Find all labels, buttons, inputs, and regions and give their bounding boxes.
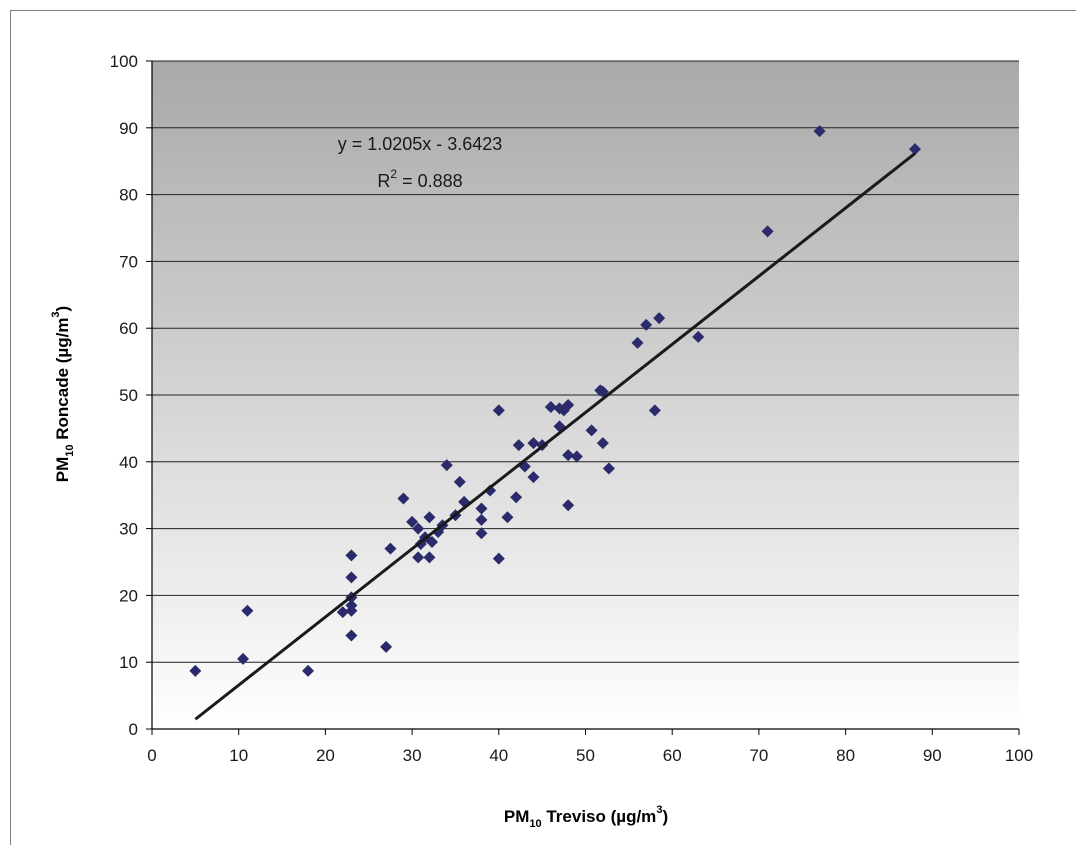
- data-point: [570, 450, 583, 463]
- y-tick-label: 10: [119, 653, 138, 672]
- x-title-suffix: ): [662, 807, 668, 826]
- data-point: [544, 401, 557, 414]
- data-point: [908, 143, 921, 156]
- y-title-prefix: PM: [53, 457, 72, 483]
- data-point: [501, 511, 514, 524]
- data-point: [631, 336, 644, 349]
- y-tick-label: 80: [119, 186, 138, 205]
- data-point: [527, 471, 540, 484]
- y-tick-label: 20: [119, 586, 138, 605]
- data-point: [380, 640, 393, 653]
- x-tick-label: 70: [749, 746, 768, 765]
- axes: [146, 60, 1020, 735]
- data-point: [189, 664, 202, 677]
- data-point: [440, 459, 453, 472]
- data-point: [492, 404, 505, 417]
- data-point: [813, 125, 826, 138]
- data-point: [527, 437, 540, 450]
- x-tick-label: 20: [316, 746, 335, 765]
- data-point: [412, 522, 425, 535]
- data-point: [345, 629, 358, 642]
- trendline-equation: y = 1.0205x - 3.6423: [338, 134, 503, 154]
- data-point: [512, 439, 525, 452]
- x-title-sup: 3: [656, 804, 662, 816]
- data-point: [453, 475, 466, 488]
- y-tick-label: 100: [110, 52, 138, 71]
- data-point: [562, 499, 575, 512]
- data-point: [397, 492, 410, 505]
- y-tick-label: 40: [119, 453, 138, 472]
- data-point: [412, 551, 425, 564]
- data-point: [585, 424, 598, 437]
- data-point: [562, 399, 575, 412]
- data-point: [302, 664, 315, 677]
- x-tick-label: 30: [403, 746, 422, 765]
- chart-frame: [10, 10, 1076, 845]
- data-point: [336, 606, 349, 619]
- r2-sup: 2: [390, 167, 397, 181]
- data-point: [653, 312, 666, 325]
- data-point: [510, 491, 523, 504]
- data-point: [761, 225, 774, 238]
- y-title-text: Roncade (µg/m: [53, 318, 72, 445]
- y-title-sup: 3: [50, 311, 62, 317]
- y-tick-label: 0: [129, 720, 138, 739]
- y-title-sub: 10: [64, 444, 76, 456]
- data-point: [692, 330, 705, 343]
- x-title-prefix: PM: [504, 807, 530, 826]
- data-point: [384, 542, 397, 555]
- x-tick-label: 90: [923, 746, 942, 765]
- y-title-suffix: ): [53, 306, 72, 312]
- x-title-sub: 10: [529, 818, 541, 830]
- data-point: [602, 462, 615, 475]
- data-point: [648, 404, 661, 417]
- data-point: [475, 502, 488, 515]
- data-point: [406, 515, 419, 528]
- data-point: [426, 535, 439, 548]
- r-squared-label: R2 = 0.888: [377, 167, 462, 191]
- data-points: [189, 125, 921, 677]
- data-point: [484, 484, 497, 497]
- r2-suffix: = 0.888: [397, 171, 463, 191]
- x-axis-title: PM10 Treviso (µg/m3): [504, 804, 668, 830]
- y-tick-label: 60: [119, 319, 138, 338]
- data-point: [345, 571, 358, 584]
- data-point: [241, 604, 254, 617]
- y-tick-label: 50: [119, 386, 138, 405]
- data-point: [562, 449, 575, 462]
- data-point: [640, 318, 653, 331]
- data-point: [492, 552, 505, 565]
- y-axis-title: PM10 Roncade (µg/m3): [50, 306, 76, 482]
- data-point: [423, 551, 436, 564]
- data-point: [423, 511, 436, 524]
- data-point: [596, 437, 609, 450]
- x-tick-label: 0: [147, 746, 156, 765]
- data-point: [345, 604, 358, 617]
- y-tick-label: 70: [119, 252, 138, 271]
- x-tick-label: 80: [836, 746, 855, 765]
- tick-labels: 0 10 20 30 40 50 60 70 80 90 100 0 10 20 30 40 50 60 70 80 9…: [110, 52, 1034, 765]
- x-tick-label: 50: [576, 746, 595, 765]
- x-tick-label: 10: [229, 746, 248, 765]
- trendline: [194, 152, 916, 721]
- data-point: [475, 527, 488, 540]
- y-tick-label: 90: [119, 119, 138, 138]
- y-tick-label: 30: [119, 520, 138, 539]
- r2-prefix: R: [377, 171, 390, 191]
- trendline-group: [194, 152, 916, 721]
- x-tick-label: 100: [1005, 746, 1033, 765]
- data-point: [475, 513, 488, 526]
- x-tick-label: 40: [489, 746, 508, 765]
- data-point: [345, 549, 358, 562]
- x-title-text: Treviso (µg/m: [542, 807, 657, 826]
- data-point: [237, 652, 250, 665]
- x-tick-label: 60: [663, 746, 682, 765]
